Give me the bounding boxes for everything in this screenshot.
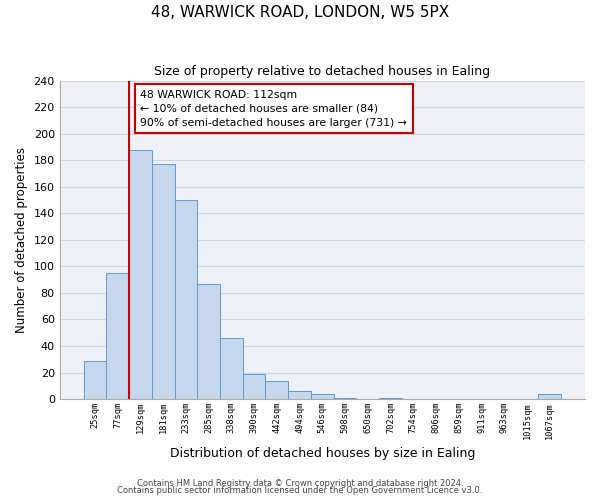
Text: Contains public sector information licensed under the Open Government Licence v3: Contains public sector information licen… — [118, 486, 482, 495]
Text: 48, WARWICK ROAD, LONDON, W5 5PX: 48, WARWICK ROAD, LONDON, W5 5PX — [151, 5, 449, 20]
Bar — [83, 360, 106, 399]
Bar — [334, 398, 356, 399]
Title: Size of property relative to detached houses in Ealing: Size of property relative to detached ho… — [154, 65, 490, 78]
Bar — [379, 398, 402, 399]
Bar — [129, 150, 152, 399]
Bar — [311, 394, 334, 399]
Y-axis label: Number of detached properties: Number of detached properties — [15, 147, 28, 333]
Bar — [220, 338, 243, 399]
Bar — [106, 273, 129, 399]
Bar — [175, 200, 197, 399]
Text: 48 WARWICK ROAD: 112sqm
← 10% of detached houses are smaller (84)
90% of semi-de: 48 WARWICK ROAD: 112sqm ← 10% of detache… — [140, 90, 407, 128]
Text: Contains HM Land Registry data © Crown copyright and database right 2024.: Contains HM Land Registry data © Crown c… — [137, 478, 463, 488]
Bar — [538, 394, 561, 399]
Bar — [265, 380, 288, 399]
Bar — [197, 284, 220, 399]
Bar — [243, 374, 265, 399]
X-axis label: Distribution of detached houses by size in Ealing: Distribution of detached houses by size … — [170, 447, 475, 460]
Bar — [152, 164, 175, 399]
Bar — [288, 391, 311, 399]
